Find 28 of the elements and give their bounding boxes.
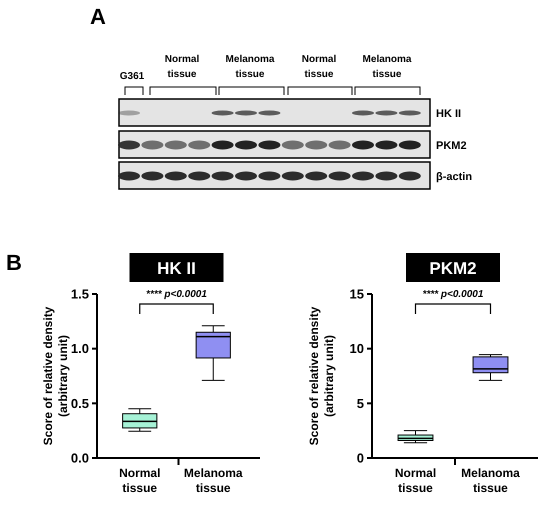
text: HK II [436, 108, 462, 120]
text: Melanoma tissue [226, 54, 275, 80]
text: Normal tissue [164, 54, 200, 80]
x-tick-label: Normal tissue [119, 466, 160, 495]
y-tick-label: 1.0 [70, 341, 89, 356]
chart-title: HK II [157, 259, 196, 278]
text: Melanoma tissue [362, 54, 412, 80]
annotation: **** p<0.0001 [422, 289, 484, 300]
annotation: **** p<0.0001 [146, 289, 208, 300]
y-tick-label: 0 [356, 450, 364, 466]
y-tick-label: 10 [350, 341, 364, 356]
y-tick-label: 1.5 [70, 286, 89, 302]
text: PKM2 [436, 140, 467, 152]
text: B [6, 250, 22, 275]
chart-title: PKM2 [429, 259, 477, 278]
text: A [90, 4, 106, 29]
y-tick-label: 5 [356, 396, 364, 411]
text: Normal tissue [302, 54, 336, 80]
text: G361 [120, 71, 145, 82]
x-tick-label: Melanoma tissue [184, 466, 243, 495]
y-tick-label: 0.0 [70, 450, 89, 466]
text: β-actin [436, 171, 472, 183]
x-tick-label: Normal tissue [394, 466, 436, 495]
y-tick-label: 15 [350, 286, 364, 302]
x-tick-label: Melanoma tissue [461, 466, 520, 495]
y-tick-label: 0.5 [70, 396, 89, 411]
y-axis-title: Score of relative density (arbitrary unit) [41, 306, 70, 446]
y-axis-title: Score of relative density (arbitrary unit) [307, 306, 336, 446]
